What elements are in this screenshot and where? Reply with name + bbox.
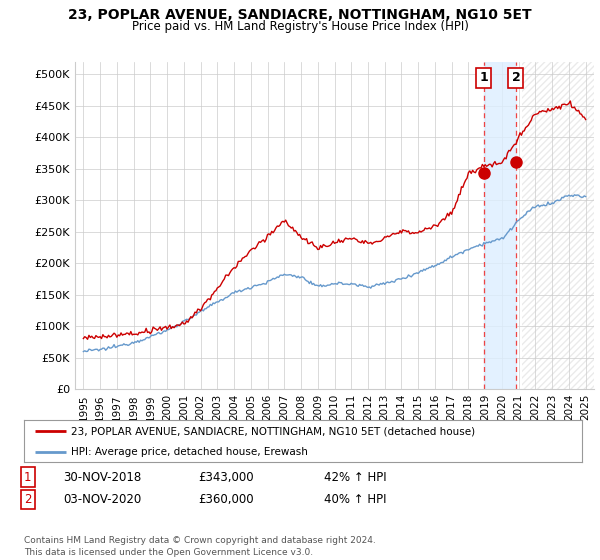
Text: 23, POPLAR AVENUE, SANDIACRE, NOTTINGHAM, NG10 5ET (detached house): 23, POPLAR AVENUE, SANDIACRE, NOTTINGHAM… bbox=[71, 426, 476, 436]
Text: 2: 2 bbox=[512, 72, 520, 85]
Text: 42% ↑ HPI: 42% ↑ HPI bbox=[324, 470, 386, 484]
Text: 40% ↑ HPI: 40% ↑ HPI bbox=[324, 493, 386, 506]
Text: 23, POPLAR AVENUE, SANDIACRE, NOTTINGHAM, NG10 5ET: 23, POPLAR AVENUE, SANDIACRE, NOTTINGHAM… bbox=[68, 8, 532, 22]
Text: 2: 2 bbox=[24, 493, 32, 506]
Text: 30-NOV-2018: 30-NOV-2018 bbox=[63, 470, 141, 484]
Text: Contains HM Land Registry data © Crown copyright and database right 2024.
This d: Contains HM Land Registry data © Crown c… bbox=[24, 536, 376, 557]
Text: £360,000: £360,000 bbox=[198, 493, 254, 506]
Text: 1: 1 bbox=[24, 470, 32, 484]
Bar bbox=[484, 62, 516, 389]
Text: Price paid vs. HM Land Registry's House Price Index (HPI): Price paid vs. HM Land Registry's House … bbox=[131, 20, 469, 32]
Text: HPI: Average price, detached house, Erewash: HPI: Average price, detached house, Erew… bbox=[71, 447, 308, 458]
Text: £343,000: £343,000 bbox=[198, 470, 254, 484]
Text: 1: 1 bbox=[479, 72, 488, 85]
Text: 03-NOV-2020: 03-NOV-2020 bbox=[63, 493, 141, 506]
Bar bbox=[522, 62, 594, 389]
